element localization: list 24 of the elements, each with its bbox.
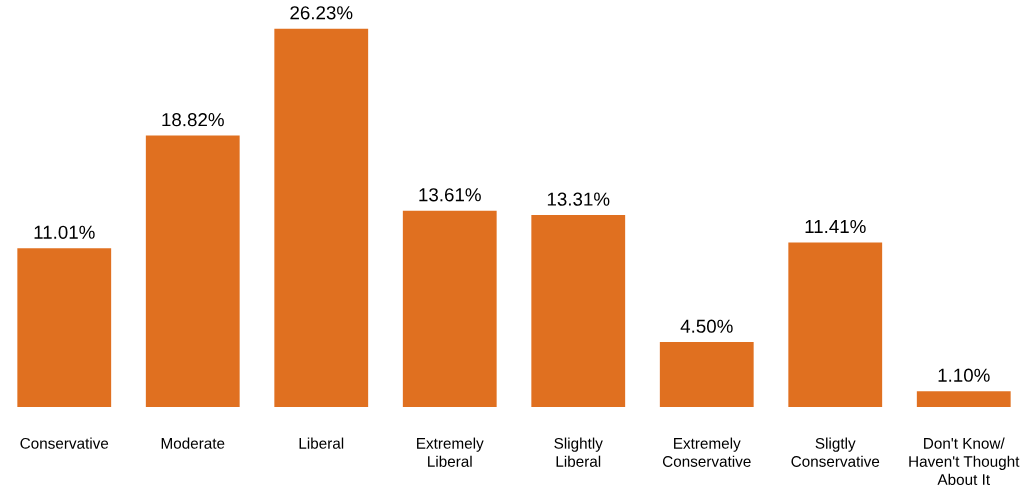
x-tick-label: Sligtly Conservative <box>791 437 880 467</box>
x-tick-label: Extremely Liberal <box>417 437 484 467</box>
bar <box>659 342 754 407</box>
data-label: 1.10% <box>938 368 990 382</box>
x-tick-label: Don't Know/ Haven't Thought About It <box>909 437 1020 486</box>
bar <box>788 242 883 407</box>
x-tick-label: Conservative <box>20 437 109 449</box>
data-label: 4.50% <box>680 319 733 333</box>
data-label: 13.31% <box>547 192 610 206</box>
x-tick-label: Slightly Liberal <box>554 437 603 467</box>
data-label: 11.41% <box>805 219 866 234</box>
bar <box>531 215 626 407</box>
x-tick-label: Moderate <box>161 437 225 449</box>
bar <box>916 391 1011 407</box>
data-label: 13.61% <box>419 188 481 202</box>
bar <box>274 28 369 407</box>
data-label: 26.23% <box>290 6 353 20</box>
x-tick-label: Liberal <box>299 437 344 449</box>
bar <box>402 210 497 407</box>
bar <box>145 135 240 407</box>
bar <box>17 248 112 407</box>
data-label: 18.82% <box>162 113 224 127</box>
data-label: 11.01% <box>34 225 95 239</box>
x-tick-label: Extremely Conservative <box>662 437 751 467</box>
